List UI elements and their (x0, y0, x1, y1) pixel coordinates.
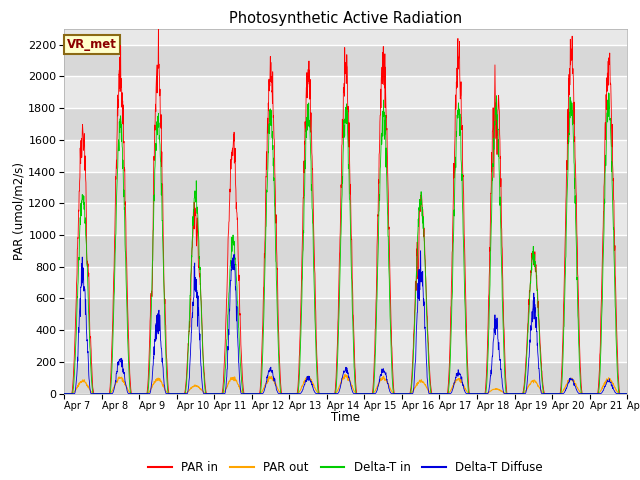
Bar (64, 235, 627, 267)
Bar (64, 171, 627, 203)
Bar (64, 362, 627, 394)
X-axis label: Time: Time (331, 411, 360, 424)
Title: Photosynthetic Active Radiation: Photosynthetic Active Radiation (229, 11, 462, 26)
Bar (64, 330, 627, 362)
Bar (64, 45, 627, 76)
Bar (64, 299, 627, 330)
Bar (64, 108, 627, 140)
Legend: PAR in, PAR out, Delta-T in, Delta-T Diffuse: PAR in, PAR out, Delta-T in, Delta-T Dif… (143, 456, 548, 479)
Bar (64, 140, 627, 171)
Bar (64, 203, 627, 235)
Y-axis label: PAR (umol/m2/s): PAR (umol/m2/s) (12, 162, 26, 260)
Bar (64, 76, 627, 108)
Bar (64, 267, 627, 299)
Text: VR_met: VR_met (67, 38, 116, 51)
